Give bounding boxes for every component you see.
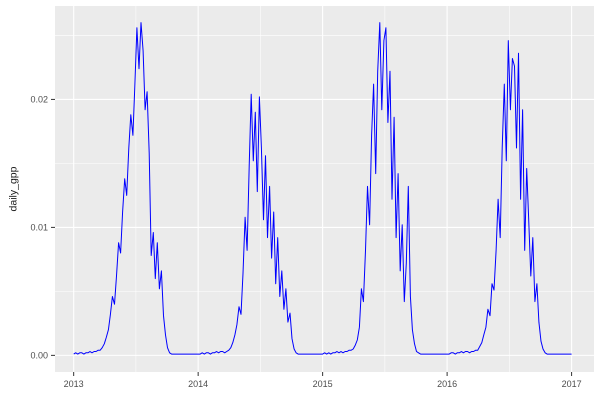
x-axis-tick-label: 2017: [562, 379, 582, 389]
x-axis-tick-label: 2013: [64, 379, 84, 389]
y-axis-tick-label: 0.01: [30, 222, 48, 232]
y-axis-title-container: daily_gpp: [2, 6, 24, 372]
x-axis-tick-label: 2014: [188, 379, 208, 389]
y-axis-tick-label: 0.02: [30, 94, 48, 104]
daily-gpp-line: [73, 22, 572, 355]
x-axis-tick-label: 2015: [313, 379, 333, 389]
plot-panel: [55, 6, 594, 372]
x-axis-tick-label: 2016: [437, 379, 457, 389]
y-axis-tick-label: 0.00: [30, 350, 48, 360]
y-axis-title: daily_gpp: [7, 166, 20, 212]
